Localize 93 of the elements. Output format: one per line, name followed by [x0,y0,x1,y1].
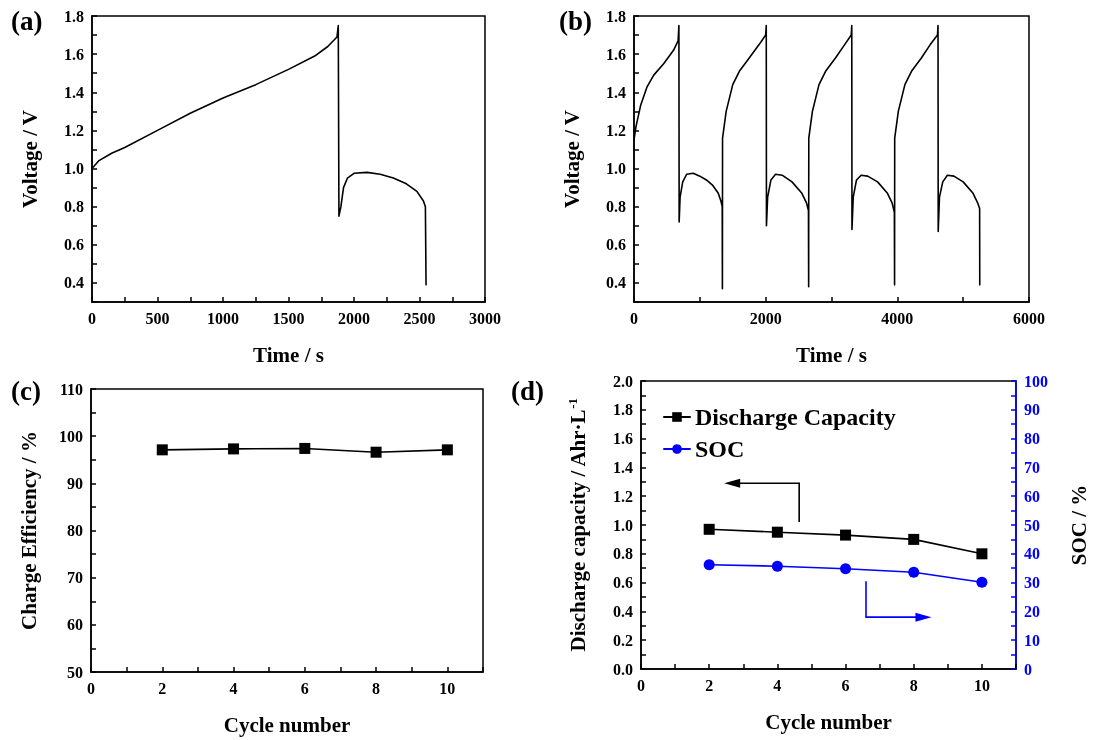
x-axis-title: Cycle number [765,709,892,734]
x-tick-label: 8 [372,679,381,697]
y2-tick-label: 10 [1024,631,1040,649]
x-tick-label: 4000 [881,309,914,327]
y2-tick-label: 80 [1024,430,1040,448]
y-tick-label: 0.4 [64,274,84,292]
chart-title: (b) [559,5,592,36]
x-tick-label: 500 [145,309,170,327]
x-tick-label: 0 [630,309,638,327]
y-tick-label: 1.8 [64,7,84,25]
y2-tick-label: 100 [1024,372,1048,390]
x-tick-label: 2000 [338,309,370,327]
x-tick-label: 6 [841,676,850,694]
y2-tick-label: 0 [1024,660,1032,678]
y-tick-label: 0.4 [606,274,626,292]
y-tick-label: 1.4 [606,83,626,101]
y-tick-label: 60 [67,616,83,634]
y-axis-title: Discharge capacity / Ahr·L-1 [565,397,590,652]
y-tick-label: 1.4 [613,458,633,476]
point [976,548,988,560]
x-tick-label: 6000 [1013,309,1045,327]
y-tick-label: 0.8 [606,198,626,216]
chart-title: (c) [11,375,41,406]
x-axis-title: Time / s [796,342,867,367]
y-tick-label: 1.8 [613,401,633,419]
y2-tick-label: 20 [1024,602,1040,620]
x-tick-label: 2000 [749,309,782,327]
y-axis-title: Charge Efficiency / % [16,431,41,630]
y-tick-label: 70 [67,569,83,587]
y2-tick-label: 60 [1024,487,1040,505]
y-tick-label: 110 [59,380,83,398]
point [840,529,852,541]
point [908,533,920,545]
x-tick-label: 8 [909,676,918,694]
x-tick-label: 10 [973,676,990,694]
point [840,563,852,575]
y-tick-label: 1.2 [613,487,633,505]
x-tick-label: 3000 [469,309,501,327]
x-tick-label: 0 [88,309,96,327]
point [703,559,715,571]
y-tick-label: 80 [67,522,83,539]
y-tick-label: 0.8 [613,545,633,563]
y-tick-label: 1.4 [64,83,84,101]
y-axis-title: Voltage / V [17,109,42,209]
y-tick-label: 0.2 [613,631,633,649]
y-tick-label: 0.8 [64,198,84,216]
y-tick-label: 90 [67,474,83,492]
x-tick-label: 4 [229,679,238,697]
y2-tick-label: 70 [1024,458,1040,476]
x-tick-label: 2 [158,679,167,697]
y2-tick-label: 50 [1024,516,1040,534]
point [771,560,783,572]
y2-tick-label: 30 [1024,574,1040,592]
x-axis-title: Cycle number [223,712,351,737]
x-tick-label: 1500 [272,309,305,327]
y-tick-label: 0.0 [613,660,633,678]
y-tick-label: 1.8 [606,7,626,25]
y2-tick-label: 40 [1024,545,1040,563]
y-tick-label: 1.2 [606,121,626,139]
x-axis-title: Time / s [253,342,324,367]
point [908,566,920,578]
y2-axis-title: SOC / % [1066,484,1091,566]
y-tick-label: 1.0 [606,160,626,178]
y-tick-label: 1.6 [606,45,626,63]
x-tick-label: 1000 [207,309,239,327]
y-tick-label: 1.0 [613,516,633,534]
chart-title: (a) [11,5,43,36]
x-tick-label: 10 [439,679,456,697]
y-tick-label: 1.2 [64,121,84,139]
y-tick-label: 0.6 [64,236,84,254]
legend-label: SOC [695,436,745,462]
y-tick-label: 100 [59,427,83,445]
y-tick-label: 0.4 [613,602,633,620]
x-tick-label: 2500 [403,309,436,327]
x-tick-label: 0 [87,679,95,697]
x-tick-label: 0 [637,676,645,694]
legend-label: Discharge Capacity [695,404,896,430]
y-tick-label: 0.6 [613,574,633,592]
point [703,523,715,535]
y-tick-label: 1.6 [613,430,633,448]
y2-tick-label: 90 [1024,401,1040,419]
y-tick-label: 1.0 [64,160,84,178]
x-tick-label: 2 [705,676,714,694]
point [771,526,783,538]
x-tick-label: 6 [300,679,309,697]
y-tick-label: 0.6 [606,236,626,254]
y-axis-title: Voltage / V [559,109,584,209]
y-tick-label: 2.0 [613,372,633,390]
y-tick-label: 50 [67,663,83,681]
x-tick-label: 4 [773,676,782,694]
chart-title: (d) [511,375,544,406]
point [976,576,988,588]
y-tick-label: 1.6 [64,45,84,63]
